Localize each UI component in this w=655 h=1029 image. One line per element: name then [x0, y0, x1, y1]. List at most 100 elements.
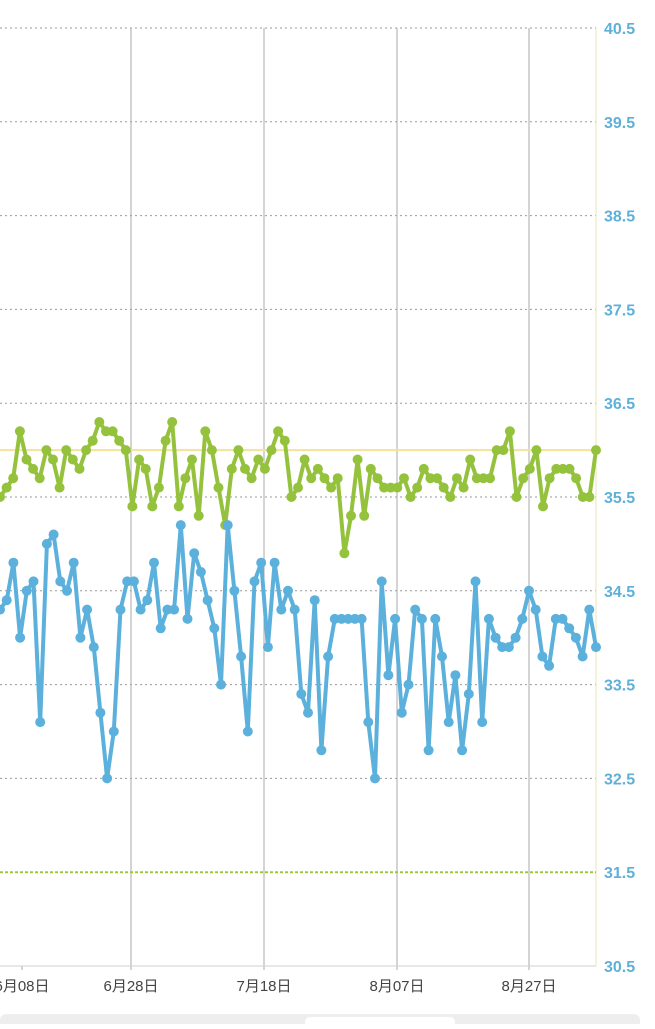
- data-point: [531, 445, 542, 456]
- grid-layer: [0, 27, 597, 970]
- data-point: [128, 576, 139, 587]
- data-point: [213, 482, 224, 493]
- data-point: [269, 557, 280, 568]
- data-point: [147, 501, 158, 512]
- y-tick-label: 34.5: [604, 584, 635, 601]
- data-point: [48, 454, 58, 465]
- data-point: [564, 623, 575, 634]
- data-point: [108, 726, 119, 737]
- data-point: [54, 482, 65, 493]
- data-point: [193, 510, 204, 521]
- data-point: [352, 454, 363, 465]
- data-point: [356, 613, 367, 624]
- y-tick-label: 30.5: [604, 959, 635, 976]
- data-point: [155, 623, 166, 634]
- data-point: [445, 492, 456, 502]
- data-point: [114, 435, 125, 446]
- y-tick-label: 36.5: [604, 396, 635, 413]
- data-point: [21, 454, 32, 465]
- data-point: [412, 482, 423, 493]
- data-point: [571, 473, 582, 484]
- data-point: [293, 482, 303, 493]
- data-point: [537, 651, 548, 662]
- data-point: [299, 454, 310, 465]
- data-point: [490, 632, 501, 643]
- data-point: [430, 613, 441, 624]
- data-point: [67, 454, 78, 465]
- data-point: [416, 613, 427, 624]
- data-point: [256, 557, 267, 568]
- data-point: [200, 426, 211, 437]
- data-point: [451, 473, 462, 484]
- data-point: [182, 613, 193, 624]
- data-point: [517, 613, 528, 624]
- data-point: [202, 595, 213, 606]
- data-point: [62, 585, 72, 596]
- data-point: [102, 773, 113, 784]
- bottom-sheet-handle[interactable]: [305, 1017, 455, 1024]
- y-tick-label: 31.5: [604, 865, 635, 882]
- y-tick-label: 39.5: [604, 115, 635, 132]
- data-point: [8, 557, 19, 568]
- data-point: [127, 501, 138, 512]
- bottom-sheet-edge: [0, 1014, 655, 1024]
- data-point: [15, 632, 26, 643]
- data-point: [169, 604, 180, 615]
- data-point: [510, 632, 521, 643]
- data-point: [229, 585, 240, 596]
- data-point: [206, 445, 217, 456]
- data-point: [81, 445, 92, 456]
- y-tick-label: 35.5: [604, 490, 635, 507]
- data-point: [0, 492, 5, 502]
- data-point: [530, 604, 541, 615]
- series-layer: [0, 417, 601, 784]
- data-point: [564, 463, 575, 474]
- data-point: [273, 426, 284, 437]
- data-point: [189, 548, 200, 559]
- x-tick-label: 8月07日: [369, 978, 424, 995]
- data-point: [457, 745, 468, 756]
- data-point: [28, 463, 39, 474]
- data-point: [524, 585, 534, 596]
- data-point: [544, 660, 555, 671]
- data-point: [463, 689, 474, 699]
- x-axis-labels: 6月08日 6月28日 7月18日 8月07日 8月27日: [0, 978, 557, 995]
- data-point: [242, 726, 253, 737]
- data-point: [289, 604, 300, 615]
- data-point: [584, 604, 595, 615]
- data-point: [1, 595, 12, 606]
- x-tick-label: 6月28日: [103, 978, 158, 995]
- data-point: [370, 773, 380, 784]
- data-point: [326, 482, 337, 493]
- data-point: [503, 642, 514, 653]
- data-point: [149, 557, 159, 568]
- data-point: [410, 604, 421, 615]
- data-point: [249, 576, 260, 587]
- data-point: [316, 745, 327, 756]
- data-point: [403, 679, 414, 690]
- data-point: [458, 482, 469, 493]
- y-tick-label: 38.5: [604, 209, 635, 226]
- data-point: [61, 445, 72, 456]
- data-point: [577, 651, 588, 662]
- data-point: [485, 473, 495, 484]
- data-point: [570, 632, 581, 643]
- data-point: [276, 604, 287, 615]
- data-point: [319, 473, 330, 484]
- x-tick-label: 6月08日: [0, 978, 50, 995]
- data-point: [135, 604, 146, 615]
- data-point: [167, 417, 178, 427]
- data-point: [75, 632, 86, 643]
- data-point: [160, 435, 171, 446]
- data-point: [584, 492, 595, 502]
- data-point: [35, 717, 46, 728]
- data-point: [303, 707, 313, 718]
- data-point: [418, 463, 429, 474]
- data-point: [88, 642, 99, 653]
- data-point: [450, 670, 461, 681]
- data-point: [296, 689, 307, 699]
- series-line: [0, 523, 598, 781]
- data-point: [465, 454, 476, 465]
- data-point: [82, 604, 93, 615]
